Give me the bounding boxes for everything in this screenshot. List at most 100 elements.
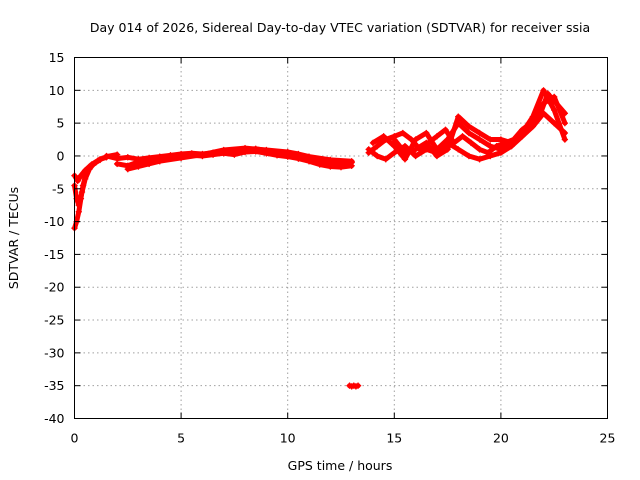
data-point <box>391 142 398 150</box>
data-point <box>465 152 473 160</box>
data-point <box>369 139 377 147</box>
series <box>391 93 569 160</box>
data-point <box>391 136 398 143</box>
data-point <box>113 155 121 162</box>
data-point <box>81 167 89 174</box>
data-point <box>508 139 515 147</box>
data-point <box>399 129 407 137</box>
data-point <box>412 152 419 160</box>
data-point <box>433 146 441 153</box>
data-point <box>433 133 441 140</box>
data-point <box>273 152 281 159</box>
data-point <box>78 188 86 196</box>
data-point <box>529 116 537 124</box>
data-point <box>365 146 372 153</box>
data-point <box>401 149 409 156</box>
x-tick-label: 0 <box>71 431 79 446</box>
data-point <box>540 110 547 117</box>
data-point <box>476 155 483 163</box>
data-point <box>561 119 569 127</box>
data-point <box>316 161 323 168</box>
data-point <box>295 150 302 158</box>
data-point <box>241 144 249 152</box>
data-point <box>476 146 483 153</box>
y-tick-label: 5 <box>57 116 65 131</box>
data-point <box>354 382 362 389</box>
y-tick-label: -15 <box>44 247 64 262</box>
data-point <box>199 151 206 158</box>
y-tick-label: 10 <box>49 83 65 98</box>
data-point <box>94 157 102 164</box>
x-tick-label: 15 <box>386 431 402 446</box>
data-point <box>103 152 110 160</box>
data-point <box>135 163 142 170</box>
data-point <box>391 149 398 156</box>
y-tick-label: 0 <box>57 148 65 163</box>
data-point <box>540 87 547 94</box>
series <box>124 144 355 173</box>
data-point <box>486 136 494 143</box>
series <box>346 382 362 390</box>
data-point <box>327 156 334 164</box>
data-point <box>433 152 441 160</box>
data-point <box>455 113 462 120</box>
data-point <box>113 160 121 168</box>
chart-title: Day 014 of 2026, Sidereal Day-to-day VTE… <box>90 20 590 35</box>
axis-ticks <box>74 57 608 419</box>
data-point <box>75 201 83 209</box>
x-tick-label: 10 <box>280 431 296 446</box>
data-point <box>88 161 95 168</box>
data-point <box>459 133 466 140</box>
data-point <box>305 153 313 160</box>
data-point <box>75 208 83 215</box>
y-tick-labels: 15 10 5 0 -5 -10 -15 -20 -25 -30 -35 -40 <box>44 50 64 426</box>
data-point <box>74 177 81 185</box>
x-axis-label: GPS time / hours <box>288 458 393 473</box>
y-tick-label: -30 <box>44 345 64 360</box>
data-series <box>71 87 569 390</box>
x-tick-label: 20 <box>493 431 509 446</box>
data-point <box>444 146 451 153</box>
data-point <box>497 136 505 143</box>
data-point <box>497 146 505 153</box>
data-point <box>442 126 449 133</box>
y-tick-label: 15 <box>49 50 65 65</box>
data-point <box>373 142 381 150</box>
grid <box>74 57 608 419</box>
data-point <box>124 165 132 173</box>
x-tick-labels: 0 5 10 15 20 25 <box>71 431 616 446</box>
data-point <box>145 160 153 168</box>
data-point <box>465 129 473 137</box>
data-point <box>401 142 409 150</box>
data-point <box>540 100 547 107</box>
data-point <box>220 146 227 154</box>
data-point <box>348 157 355 165</box>
data-point <box>486 142 494 150</box>
y-tick-label: -20 <box>44 280 64 295</box>
data-point <box>124 154 132 161</box>
data-point <box>263 146 270 154</box>
data-point <box>412 146 419 153</box>
data-point <box>455 146 462 153</box>
data-point <box>476 136 483 143</box>
data-point <box>382 155 390 163</box>
y-tick-label: -25 <box>44 313 64 328</box>
x-tick-label: 5 <box>177 431 185 446</box>
data-point <box>412 136 419 143</box>
data-point <box>177 154 185 162</box>
data-point <box>401 155 409 163</box>
y-tick-label: -40 <box>44 411 64 426</box>
data-point <box>327 163 334 170</box>
data-point <box>550 106 558 114</box>
data-point <box>550 119 558 127</box>
data-point <box>486 152 494 160</box>
data-point <box>231 151 238 158</box>
data-point <box>81 175 89 183</box>
y-tick-label: -10 <box>44 214 64 229</box>
data-point <box>423 146 430 153</box>
data-point <box>373 152 381 160</box>
x-tick-label: 25 <box>600 431 616 446</box>
data-point <box>476 129 483 137</box>
plot-frame <box>74 57 608 419</box>
